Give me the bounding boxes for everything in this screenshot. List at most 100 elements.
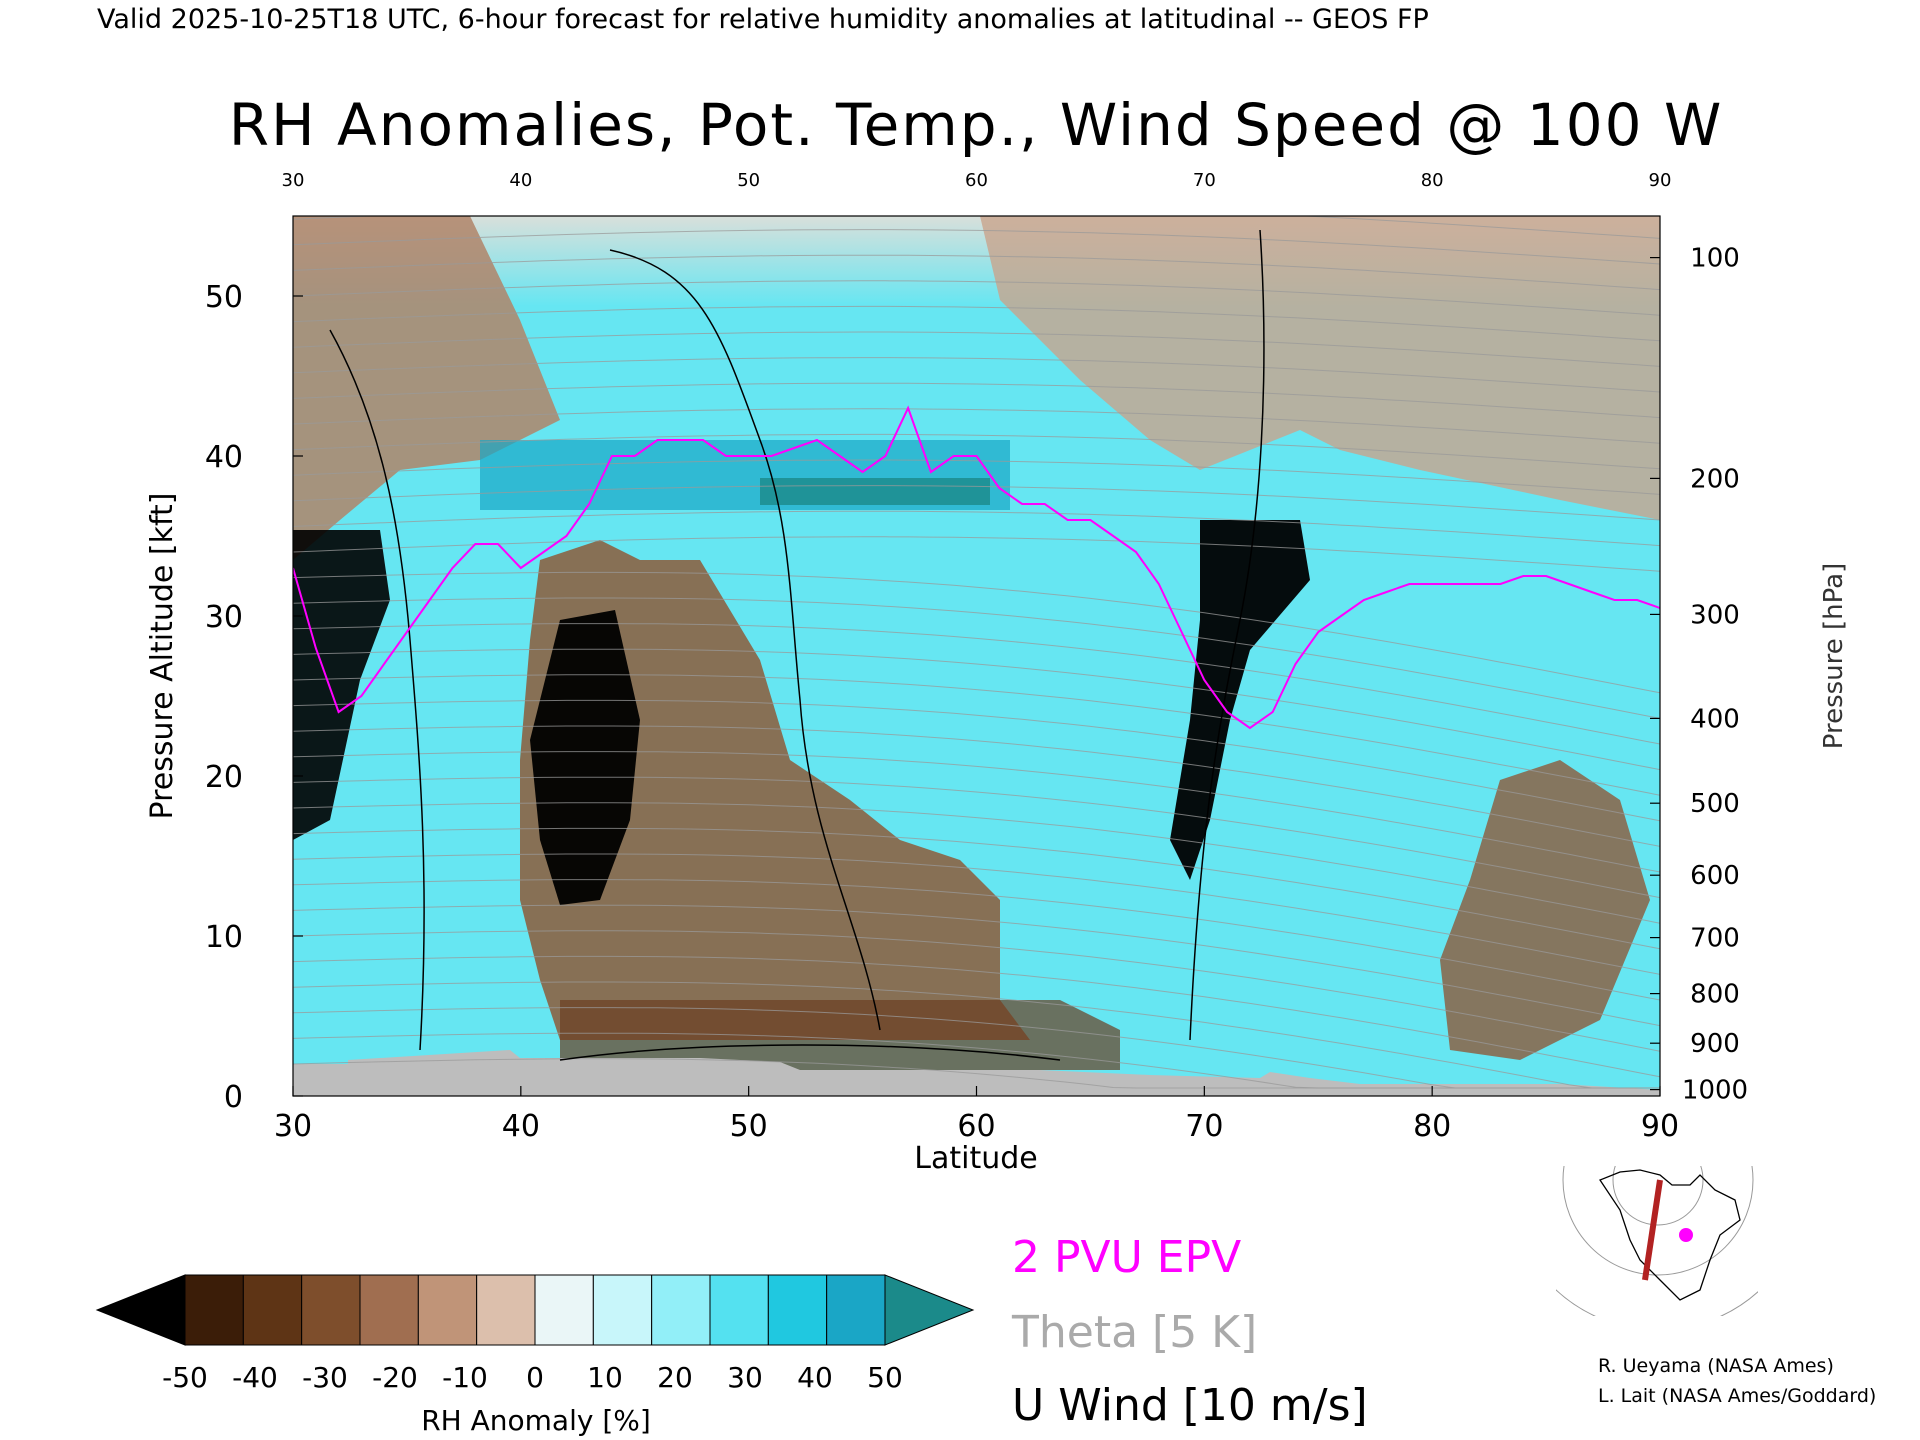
x-top-tick-label: 90 bbox=[1649, 170, 1672, 191]
theta-contour bbox=[293, 802, 1660, 924]
colorbar-segment bbox=[242, 1274, 303, 1346]
colorbar-segment bbox=[651, 1274, 711, 1346]
midlat-dry-tongue bbox=[520, 540, 1030, 1040]
x-tick-label: 90 bbox=[1641, 1109, 1679, 1144]
theta-contour bbox=[293, 433, 1660, 470]
colorbar-tick-label: 40 bbox=[797, 1361, 833, 1394]
plot-area bbox=[292, 215, 1661, 1097]
colorbar-tick-label: -30 bbox=[302, 1361, 348, 1394]
wind-contour-jet-left bbox=[329, 329, 425, 1051]
wind-contours bbox=[329, 229, 1265, 1061]
x-tick-label: 80 bbox=[1413, 1109, 1451, 1144]
theta-contour bbox=[293, 408, 1660, 444]
pressure-tick-label: 500 bbox=[1690, 789, 1740, 819]
colorbar-tick-label: -50 bbox=[162, 1361, 208, 1394]
theta-contour bbox=[293, 853, 1660, 975]
y-tick-label: 10 bbox=[205, 920, 243, 955]
legend-pvu: 2 PVU EPV bbox=[1012, 1232, 1241, 1283]
colorbar-segment bbox=[476, 1274, 536, 1346]
colorbar-segment bbox=[826, 1274, 886, 1346]
theta-contour bbox=[293, 751, 1660, 873]
x-top-tick-label: 30 bbox=[282, 170, 305, 191]
colorbar: -50 -40 -30 -20 -10 0 10 20 30 40 50 bbox=[95, 1274, 975, 1394]
colorbar-tick-label: -20 bbox=[372, 1361, 418, 1394]
colorbar-tick-label: 50 bbox=[867, 1361, 903, 1394]
colorbar-segment bbox=[184, 1274, 244, 1346]
colorbar-label: RH Anomaly [%] bbox=[421, 1404, 651, 1437]
pressure-tick-label: 200 bbox=[1690, 464, 1740, 494]
attribution-2: L. Lait (NASA Ames/Goddard) bbox=[1598, 1385, 1876, 1407]
x-top-tick-label: 80 bbox=[1421, 170, 1444, 191]
colorbar-tick-label: 30 bbox=[727, 1361, 763, 1394]
pressure-tick-label: 400 bbox=[1690, 704, 1740, 734]
colorbar-segment bbox=[417, 1274, 478, 1346]
pressure-tick-label: 300 bbox=[1690, 600, 1740, 630]
upper-left-dry-region bbox=[293, 216, 560, 560]
x-tick-label: 50 bbox=[730, 1109, 768, 1144]
theta-contour bbox=[293, 725, 1660, 847]
theta-contour bbox=[293, 1007, 1660, 1089]
theta-contour bbox=[293, 879, 1660, 1001]
x-top-tick-label: 60 bbox=[965, 170, 988, 191]
theta-contour bbox=[293, 571, 1660, 694]
colorbar-segment bbox=[592, 1274, 653, 1346]
theta-contour bbox=[293, 382, 1660, 419]
colorbar-tick-label: 10 bbox=[587, 1361, 623, 1394]
y2-axis-label: Pressure [hPa] bbox=[1819, 563, 1849, 750]
theta-contour bbox=[293, 305, 1660, 342]
valid-line: Valid 2025-10-25T18 UTC, 6-hour forecast… bbox=[97, 4, 1429, 35]
theta-contour bbox=[293, 357, 1660, 393]
x-top-tick-label: 40 bbox=[509, 170, 532, 191]
x-axis-top-ticks: 30 40 50 60 70 80 90 bbox=[282, 170, 1672, 191]
y-axis-right-pressure-ticks: 100 200 300 400 500 600 700 800 900 1000 bbox=[1650, 244, 1748, 1106]
colorbar-segment bbox=[767, 1274, 828, 1346]
theta-contour bbox=[293, 674, 1660, 796]
theta-contour bbox=[293, 216, 1660, 239]
colorbar-tick-label: 0 bbox=[526, 1361, 544, 1394]
dry-core-left-a bbox=[293, 530, 390, 840]
x-tick-label: 30 bbox=[274, 1109, 312, 1144]
dry-core-arctic bbox=[1170, 520, 1310, 880]
colorbar-segment bbox=[709, 1274, 769, 1346]
theta-contour bbox=[293, 955, 1660, 1078]
theta-contour bbox=[293, 623, 1660, 745]
x-tick-label: 40 bbox=[502, 1109, 540, 1144]
colorbar-segment bbox=[301, 1274, 361, 1346]
pressure-tick-label: 900 bbox=[1690, 1029, 1740, 1059]
theta-contour bbox=[293, 459, 1660, 495]
y-axis-label: Pressure Altitude [kft] bbox=[145, 493, 180, 820]
locator-map-grid-inner bbox=[1612, 1166, 1704, 1226]
x-tick-label: 70 bbox=[1185, 1109, 1223, 1144]
theta-contour bbox=[293, 254, 1660, 291]
theta-contours bbox=[293, 216, 1660, 1089]
theta-contour bbox=[293, 229, 1660, 265]
attribution-1: R. Ueyama (NASA Ames) bbox=[1598, 1355, 1834, 1377]
x-axis-label: Latitude bbox=[914, 1141, 1037, 1176]
colorbar-max-triangle bbox=[884, 1274, 975, 1346]
locator-map-marker bbox=[1679, 1228, 1693, 1242]
theta-contour bbox=[293, 280, 1660, 316]
theta-contour bbox=[293, 776, 1660, 899]
pressure-tick-label: 600 bbox=[1690, 861, 1740, 891]
locator-map-grid-mid bbox=[1562, 1166, 1754, 1276]
wind-contour-jet-mid bbox=[609, 249, 881, 1031]
locator-map-cross-section-line bbox=[1642, 1179, 1663, 1281]
theta-contour bbox=[293, 981, 1660, 1089]
colorbar-segment bbox=[534, 1274, 594, 1346]
colorbar-tick-label: -10 bbox=[442, 1361, 488, 1394]
upper-right-dry-region bbox=[980, 216, 1660, 520]
x-axis-bottom-ticks: 30 40 50 60 70 80 90 bbox=[274, 1086, 1679, 1144]
locator-map-coastline bbox=[1599, 1169, 1741, 1301]
theta-contour bbox=[293, 331, 1660, 367]
dry-core-left-b bbox=[530, 610, 640, 905]
chart-title: RH Anomalies, Pot. Temp., Wind Speed @ 1… bbox=[229, 91, 1724, 159]
theta-contour bbox=[293, 648, 1660, 771]
theta-contour bbox=[293, 597, 1660, 719]
y-axis-left-ticks: 0 10 20 30 40 50 bbox=[205, 280, 303, 1115]
pressure-tick-label: 100 bbox=[1690, 244, 1740, 274]
y-tick-label: 40 bbox=[205, 440, 243, 475]
pvu-2-contour bbox=[293, 405, 1660, 730]
legend-uwind: U Wind [10 m/s] bbox=[1012, 1380, 1368, 1431]
terrain bbox=[293, 1050, 1660, 1096]
